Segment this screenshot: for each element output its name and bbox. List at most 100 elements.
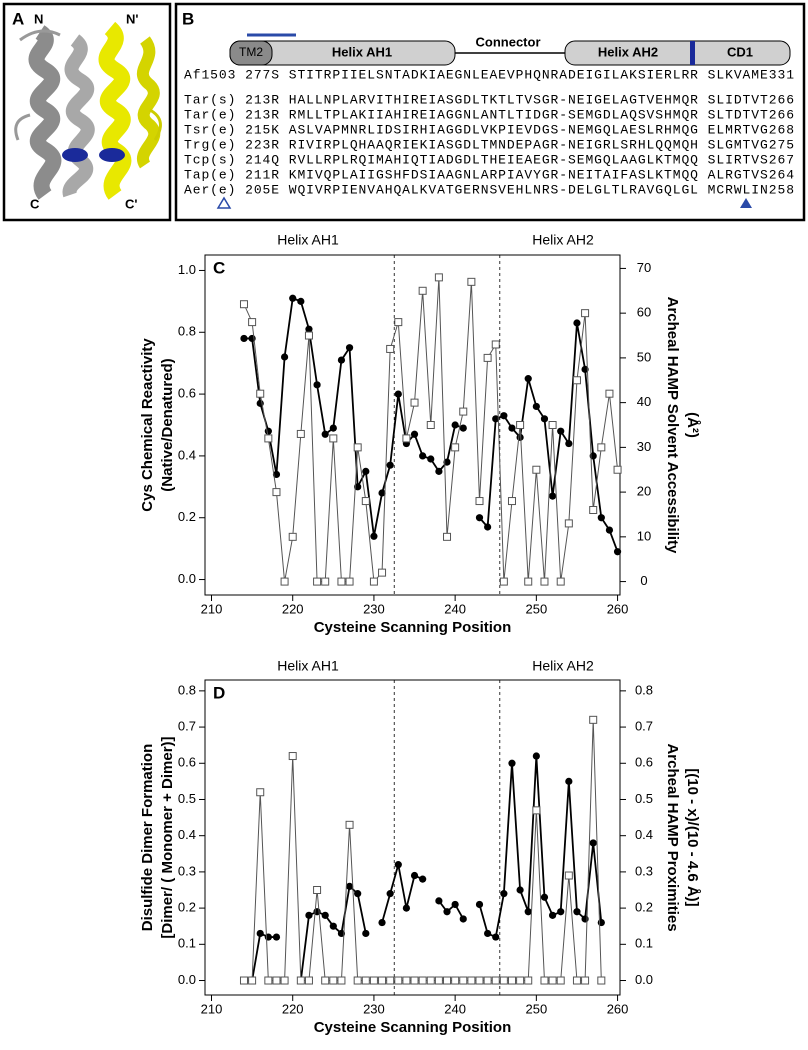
data-point [475,900,484,909]
data-point [256,788,265,797]
data-point [589,506,598,514]
data-point [321,976,330,985]
data-point [605,389,614,398]
data-point [532,806,541,815]
data-point [435,897,443,905]
x-tick-label: 210 [201,1001,223,1016]
data-point [484,929,492,938]
data-point [516,976,525,985]
data-point [337,356,346,364]
data-point [353,443,362,452]
data-point [394,976,403,985]
y-tick-label: 0.6 [178,755,196,770]
data-point [556,577,565,586]
data-point [289,294,297,302]
y2-tick-label: 0.7 [635,719,653,734]
sequence-row: Aer(e) 205E WQIVRPIENVAHQALKVATGERNSVEHL… [184,182,794,197]
data-point [434,273,443,282]
data-point [329,922,337,930]
y2-tick-label: 60 [637,305,651,320]
data-point [370,532,378,540]
data-point [353,976,362,985]
y-tick-label: 0.0 [178,571,196,586]
data-point [548,492,557,500]
data-point [459,915,467,923]
data-point [418,976,427,985]
y2-axis-label: [(10 - x)/(10 - 4.6 Å)] [684,768,701,906]
panel-label: D [213,683,225,702]
y2-tick-label: 0.4 [635,827,653,842]
data-point [248,976,257,985]
y-tick-label: 0.4 [178,447,196,462]
data-point [564,871,573,880]
x-tick-label: 220 [282,601,304,616]
data-point [507,497,516,506]
data-point [321,430,329,438]
y-tick-label: 0.1 [178,936,196,951]
data-point [239,976,248,985]
data-point [573,319,581,327]
data-point [500,890,508,898]
data-point [329,434,338,443]
sequence-row: Tar(s) 213R HALLNPLARVITHIREIASGDLTKTLTV… [184,92,794,107]
terminus-label: N [34,11,43,26]
y2-tick-label: 50 [637,349,651,364]
data-point [524,577,533,586]
data-point [597,918,605,927]
data-point [467,976,476,985]
data-point [581,915,589,923]
data-point [369,976,378,985]
data-point [565,439,573,448]
data-point [264,427,272,435]
y-tick-label: 0.3 [178,863,196,878]
data-point [386,461,394,469]
data-point [548,421,557,429]
y-tick-label: 1.0 [178,262,196,277]
x-tick-label: 240 [444,601,466,616]
data-point [321,911,329,919]
data-point [467,277,476,286]
data-point [410,398,419,407]
data-point [572,376,581,385]
data-point [272,976,281,985]
domain-label: TM2 [239,45,263,59]
data-point [581,309,590,318]
data-point [240,334,248,343]
data-point [313,886,322,894]
y-tick-label: 0.2 [178,509,196,524]
data-point [305,325,313,333]
data-point [597,976,606,985]
data-point [589,839,597,847]
data-point [272,488,281,497]
series-line [243,719,602,982]
data-point [548,911,557,919]
y2-tick-label: 70 [637,260,651,275]
data-point [548,976,557,985]
data-point [499,577,508,586]
data-point [345,882,354,890]
panel-label: B [182,9,194,28]
y-tick-label: 0.4 [178,827,196,842]
data-point [345,820,354,829]
annotation: Helix AH1 [277,232,339,248]
sequence-row: Tcp(s) 214Q RVLLRPLRQIMAHIQTIADGDLTHEIEA… [184,152,794,167]
data-point [362,929,370,938]
data-point [378,568,387,577]
data-point [492,933,500,941]
data-point [337,577,346,586]
data-point [613,548,622,556]
data-point [394,318,403,327]
data-point [354,890,362,898]
data-point [508,759,516,767]
data-point [419,452,427,460]
data-point [524,375,532,383]
alignment: Af1503 277S STITRPIIELSNTADKIAEGNLEAEVPH… [184,67,794,197]
data-point [418,286,427,295]
data-point [402,904,411,912]
plot-frame [204,679,621,996]
data-point [475,976,484,985]
data-point [605,526,614,534]
data-point [451,900,459,909]
data-point [337,929,346,938]
